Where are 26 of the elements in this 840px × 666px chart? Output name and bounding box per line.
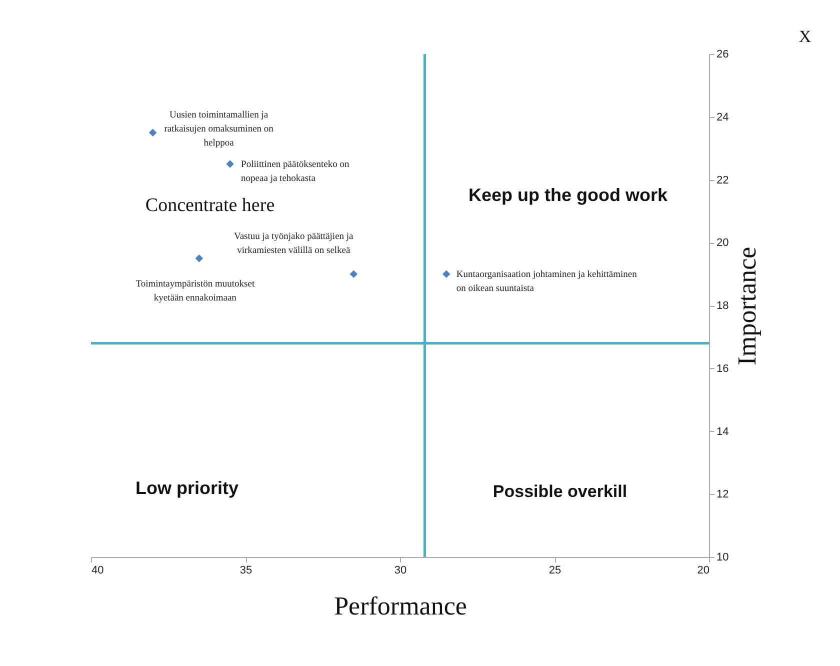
x-axis-title: Performance [334, 592, 467, 620]
y-tick-label: 22 [716, 174, 729, 186]
x-tick-label: 35 [240, 564, 252, 576]
annotation: Keep up the good work [468, 185, 668, 205]
y-tick-label: 14 [716, 426, 729, 438]
annotation: Toimintaympäristön muutokset kyetään ennakoimaan [136, 279, 255, 304]
y-tick-label: 16 [716, 362, 729, 375]
annotation: Possible overkill [492, 482, 628, 501]
y-tick-label: 26 [716, 48, 729, 60]
y-tick-label: 12 [716, 488, 729, 501]
annotation: Vastuu ja työnjako päättäjien ja virkamiesten välillä on selkeä [234, 232, 354, 256]
x-tick-label: 20 [697, 564, 710, 576]
y-axis-title: Importance [732, 246, 762, 366]
annotation: Concentrate here [145, 195, 275, 216]
x-tick-label: 40 [92, 564, 104, 576]
annotation: Poliittinen päätöksenteko on nopeaa ja tehokasta [241, 160, 350, 184]
x-tick-label: 30 [394, 564, 407, 576]
y-tick-label: 24 [716, 111, 729, 124]
annotation: Low priority [136, 478, 238, 498]
y-tick-label: 10 [716, 552, 729, 564]
text: X [798, 27, 812, 46]
annotation: Kuntaorganisaation johtaminen ja kehittäminen on oikean suuntaista [456, 270, 638, 294]
y-tick-label: 18 [716, 300, 729, 312]
annotation: Uusien toimintamallien ja ratkaisujen omaksuminen on helppoa [164, 110, 274, 149]
y-tick-label: 20 [716, 237, 729, 250]
x-tick-label: 25 [548, 564, 562, 576]
